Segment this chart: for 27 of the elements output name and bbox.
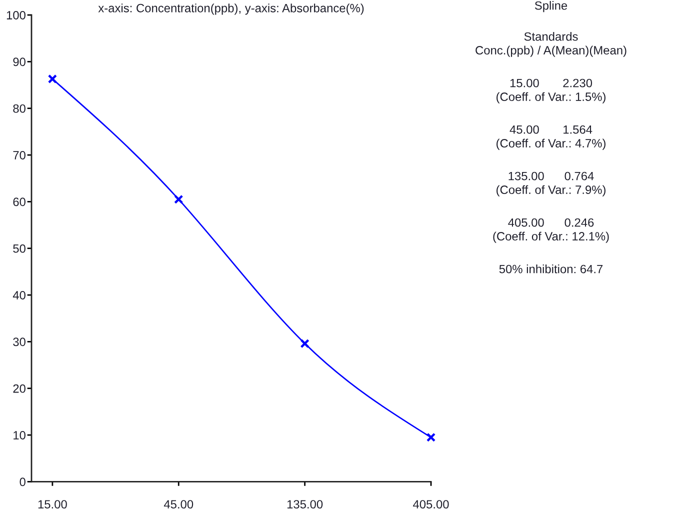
text: Spline: [534, 1, 568, 12]
text: 405.00 0.246 (Coeff. of Var.: 12.1%): [493, 218, 609, 243]
y-tick-label: 70: [13, 150, 26, 160]
y-tick-label: 20: [13, 384, 26, 393]
point: [174, 194, 184, 204]
y-tick-label: 50: [13, 244, 26, 253]
y-tick-label: 60: [13, 198, 26, 206]
x-tick-label: 405.00: [413, 500, 449, 509]
x-tick-label: 15.00: [38, 500, 67, 509]
point: [426, 432, 436, 442]
y-tick-label: 0: [20, 478, 26, 486]
text: 15.00 2.230 (Coeff. of Var.: 1.5%): [496, 78, 606, 104]
y-tick-label: 10: [14, 431, 26, 440]
text: Standards Conc.(ppb) / A(Mean)(Mean): [476, 32, 626, 57]
x-tick-label: 135.00: [287, 500, 323, 509]
text: 50% inhibition: 64.7: [499, 264, 603, 274]
y-tick-label: 80: [13, 104, 26, 113]
x-tick-label: 45.00: [164, 500, 194, 509]
y-tick-label: 90: [13, 58, 26, 66]
y-tick-label: 100: [6, 10, 26, 20]
y-tick-label: 40: [12, 291, 26, 300]
point: [48, 74, 58, 84]
y-tick-label: 30: [13, 338, 26, 346]
chart-title: x-axis: Concentration(ppb), y-axis: Absorbance(%): [98, 4, 364, 15]
text: 45.00 1.564 (Coeff. of Var.: 4.7%): [496, 125, 606, 150]
text: 135.00 0.764 (Coeff. of Var.: 7.9%): [496, 172, 606, 196]
point: [300, 338, 310, 348]
